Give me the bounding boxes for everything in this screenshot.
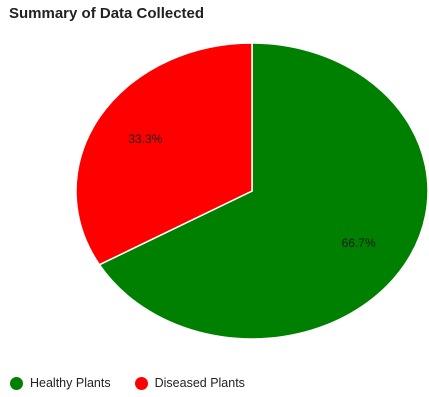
legend-label-diseased-plants: Diseased Plants [154,376,245,390]
pie-slice-diseased-plants[interactable] [75,42,253,266]
pie-slice-healthy-plants[interactable] [98,42,429,340]
pie-chart: 66.7% 33.3% [75,42,429,340]
legend-swatch-diseased-plants [134,376,148,390]
legend-swatch-healthy-plants [10,376,23,390]
legend: Healthy Plants Diseased Plants [10,376,269,390]
pie-label-diseased-plants: 33.3% [128,132,162,146]
pie-slices [75,42,429,340]
pie-label-healthy-plants: 66.7% [342,236,376,250]
pie-labels: 66.7% 33.3% [128,132,376,250]
chart-title: Summary of Data Collected [9,5,205,22]
legend-label-healthy-plants: Healthy Plants [30,376,111,390]
legend-item-diseased-plants[interactable]: Diseased Plants [134,376,245,390]
legend-item-healthy-plants[interactable]: Healthy Plants [10,376,111,390]
